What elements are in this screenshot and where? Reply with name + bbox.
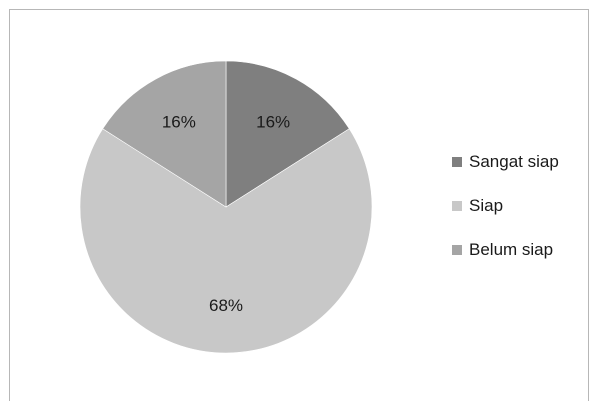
pie-value-label-sangat-siap: 16% (256, 112, 290, 131)
legend-label: Siap (469, 195, 504, 215)
pie-slice-sangat-siap (225, 60, 350, 208)
legend-swatch (452, 200, 462, 211)
legend-swatch (452, 156, 462, 167)
pie-value-labels: 16% 68% 16% (162, 112, 290, 315)
legend-item-belum-siap: Belum siap (452, 238, 559, 261)
legend-item-sangat-siap: Sangat siap (452, 150, 559, 173)
legend-item-siap: Siap (452, 194, 559, 217)
pie-slices (79, 60, 373, 354)
pie-value-label-belum-siap: 16% (162, 112, 196, 131)
pie-slice-siap (79, 128, 373, 354)
pie-value-label-siap: 68% (209, 296, 243, 315)
pie-slice-belum-siap (102, 60, 227, 208)
legend-swatch (452, 244, 462, 255)
legend-label: Belum siap (469, 239, 554, 259)
legend-label: Sangat siap (469, 151, 559, 171)
legend: Sangat siap Siap Belum siap (452, 150, 559, 282)
